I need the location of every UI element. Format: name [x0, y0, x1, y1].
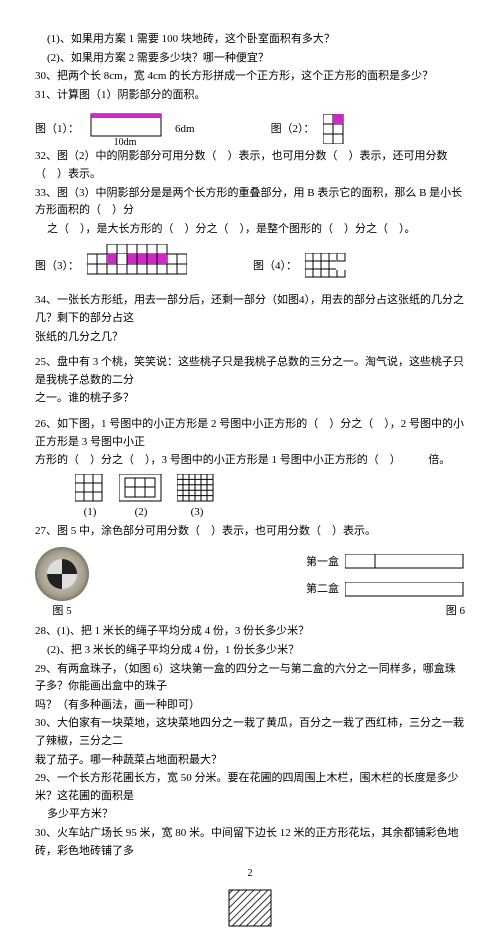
q-29c1: 29、一个长方形花圃长方，宽 50 分米。要在花圃的四周围上木栏，围木栏的长度是… [35, 770, 465, 805]
fig1-right-label: 6dm [175, 121, 195, 139]
fig3 [87, 244, 187, 288]
box2-label: 第二盒 [306, 581, 339, 599]
hatched-square [227, 888, 273, 928]
q-34a: 34、一张长方形纸，用去一部分后，还剩一部分（如图4），用去的部分占这张纸的几分… [35, 292, 465, 327]
q-30: 30、把两个长 8cm，宽 4cm 的长方形拼成一个正方形，这个正方形的面积是多… [35, 68, 465, 86]
q-29c2: 多少平方米？ [35, 806, 465, 824]
q-33a: 33、图（3）中阴影部分是是两个长方形的重叠部分，用 B 表示它的面积，那么 B… [35, 185, 465, 220]
fig4 [305, 253, 349, 279]
q-33b: 之（ ），是大长方形的（ ）分之（ ），是整个图形的（ ）分之（ ）。 [35, 221, 465, 239]
q-28b: (2)、把 3 米长的绳子平均分成 4 份，1 份长多少米？ [35, 642, 465, 660]
q-26b: 方形的（ ）分之（ ），3 号图中的小正方形是 1 号图中小正方形的（ ） 倍。 [35, 452, 465, 470]
fig3-label: 图（3）： [35, 258, 79, 276]
fig5-label: 图 5 [35, 603, 89, 621]
q-28a: 28、(1)、把 1 米长的绳子平均分成 4 份，3 份长多少米？ [35, 623, 465, 641]
q-26a: 26、如下图，1 号图中的小正方形是 2 号图中小正方形的（ ）分之（ ），2 … [35, 416, 465, 451]
q-30b1: 30、大伯家有一块菜地，这块菜地四分之一栽了黄瓜，百分之一栽了西红柿，三分之一栽… [35, 715, 465, 750]
fig-row-4: 图 5 第一盒 第二盒 图 6 [35, 545, 465, 621]
q-1-2: (2)、如果用方案 2 需要多少块？哪一种便宜？ [35, 50, 465, 68]
fig5-photo [35, 547, 89, 601]
fig-row-2: 图（3）： 图（4）： [35, 244, 465, 288]
label-3: (3) [177, 504, 217, 522]
boxes-col: 第一盒 第二盒 图 6 [306, 554, 465, 621]
q-27: 27、图 5 中，涂色部分可用分数（ ）表示，也可用分数（ ）表示。 [35, 523, 465, 541]
q-32: 32、图（2）中的阴影部分可用分数（ ）表示，也可用分数（ ）表示，还可用分数（… [35, 148, 465, 183]
label-2: (2) [119, 504, 163, 522]
q-29b: 吗？（有多种画法，画一种即可） [35, 697, 465, 715]
fig1-bottom-text: 10dm [114, 137, 137, 146]
label-1: (1) [75, 504, 105, 522]
q-25b: 之一。谁的桃子多？ [35, 390, 465, 408]
fig2-label: 图（2）： [271, 121, 315, 139]
fig2 [323, 114, 345, 144]
page-number: 2 [35, 866, 465, 882]
q-1-1: (1)、如果用方案 1 需要 100 块地砖，这个卧室面积有多大？ [35, 31, 465, 49]
q-29a: 29、有两盒珠子，（如图 6）这块第一盒的四分之一与第二盒的六分之一同样多，哪盒… [35, 661, 465, 696]
grid-2 [119, 474, 163, 504]
q-34b: 张纸的几分之几？ [35, 329, 465, 347]
fig-row-1: 图（1）： 10dm 6dm 图（2）： [35, 112, 465, 146]
grid-1 [75, 474, 105, 504]
q-31: 31、计算图（1）阴影部分的面积。 [35, 87, 465, 105]
fig1-label: 图（1）： [35, 121, 79, 139]
grid-3 [177, 474, 217, 504]
q-25a: 25、盘中有 3 个桃，笑笑说：这些桃子只是我桃子总数的三分之一。淘气说，这些桃… [35, 354, 465, 389]
box1-label: 第一盒 [306, 554, 339, 572]
q-30c: 30、火车站广场长 95 米，宽 80 米。中间留下边长 12 米的正方形花坛，… [35, 825, 465, 860]
fig-row-3: (1) (2) (3) [75, 474, 465, 522]
fig4-label: 图（4）： [253, 258, 297, 276]
q-30b2: 栽了茄子。哪一种蔬菜占地面积最大？ [35, 752, 465, 770]
fig6-label: 图 6 [306, 603, 465, 621]
fig1: 10dm [87, 112, 167, 146]
